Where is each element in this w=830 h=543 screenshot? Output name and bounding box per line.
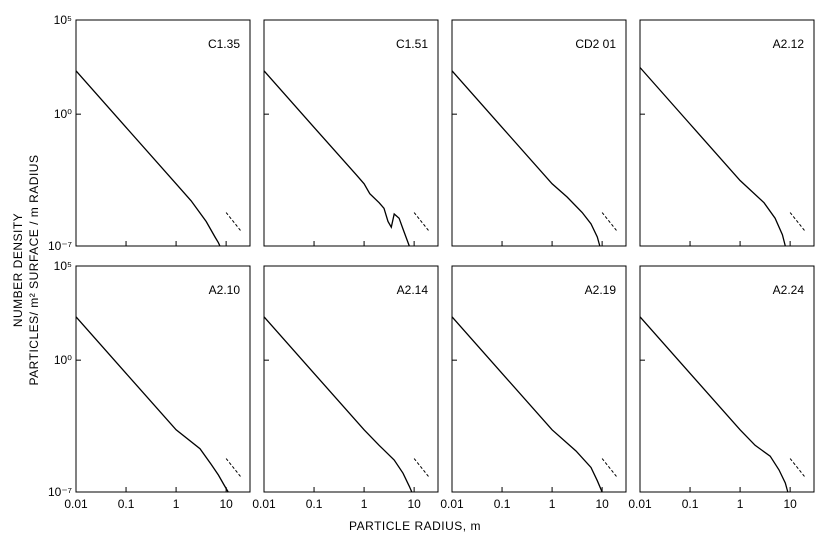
panel-title: C1.35	[208, 37, 240, 51]
x-tick-label: 0.1	[306, 497, 323, 511]
y-tick-label: 10⁰	[54, 107, 72, 121]
y-tick-label: 10⁻⁷	[48, 485, 72, 499]
x-tick-label: 0.1	[682, 497, 699, 511]
series-line	[451, 70, 601, 247]
panel-frame	[639, 265, 815, 493]
x-tick-label: 0.1	[494, 497, 511, 511]
panel-frame	[639, 19, 815, 247]
series-line	[639, 67, 786, 247]
x-tick-label: 10	[219, 497, 233, 511]
x-tick-label: 0.01	[440, 497, 464, 511]
x-tick-label: 0.01	[252, 497, 276, 511]
panel-grid: C1.35 10⁵ 10⁰ 10⁻⁷ C1.51 CD2 01 A2.12 A2.10 0.01…	[48, 13, 815, 511]
reference-line	[413, 458, 430, 478]
reference-line	[789, 212, 806, 232]
x-tick-label: 1	[549, 497, 556, 511]
x-tick-label: 10	[595, 497, 609, 511]
x-tick-label: 10	[783, 497, 797, 511]
x-tick-label: 1	[361, 497, 368, 511]
panel-frame	[75, 19, 251, 247]
y-tick-label: 10⁵	[54, 259, 72, 273]
panel-title: A2.10	[209, 283, 241, 297]
x-axis-title: PARTICLE RADIUS, m	[349, 519, 481, 533]
y-tick-label: 10⁻⁷	[48, 239, 72, 253]
panel-frame	[263, 19, 439, 247]
panel-title: C1.51	[396, 37, 428, 51]
y-axis-title-line2: PARTICLES/ m² SURFACE / m RADIUS	[27, 155, 41, 386]
reference-line	[601, 458, 618, 478]
x-tick-label: 1	[173, 497, 180, 511]
reference-line	[225, 212, 242, 232]
panel-frame	[451, 265, 627, 493]
series-line	[263, 316, 413, 493]
panel-title: A2.12	[773, 37, 805, 51]
panel-c1-35: C1.35 10⁵ 10⁰ 10⁻⁷	[48, 13, 251, 253]
panel-title: A2.24	[773, 283, 805, 297]
panel-frame	[263, 265, 439, 493]
panel-a2-14: A2.14 0.01 0.1 1 10	[252, 265, 439, 511]
series-line	[451, 316, 603, 493]
x-tick-label: 0.1	[118, 497, 135, 511]
panel-c1-51: C1.51	[263, 19, 439, 247]
y-axis-title-line1: NUMBER DENSITY	[11, 213, 25, 327]
panel-a2-12: A2.12	[639, 19, 815, 247]
panel-a2-19: A2.19 0.01 0.1 1 10	[440, 265, 627, 511]
panel-a2-24: A2.24 0.01 0.1 1 10	[628, 265, 815, 511]
x-tick-label: 0.01	[628, 497, 652, 511]
x-tick-label: 0.01	[64, 497, 88, 511]
series-line	[75, 70, 221, 247]
y-tick-label: 10⁰	[54, 353, 72, 367]
reference-line	[789, 458, 806, 478]
panel-frame	[75, 265, 251, 493]
reference-line	[601, 212, 618, 232]
panel-cd2-01: CD2 01	[451, 19, 627, 247]
panel-title: A2.14	[397, 283, 429, 297]
panel-title: CD2 01	[575, 37, 616, 51]
reference-line	[225, 458, 242, 478]
series-line	[263, 70, 410, 247]
x-tick-label: 1	[737, 497, 744, 511]
y-tick-label: 10⁵	[54, 13, 72, 27]
panel-title: A2.19	[585, 283, 617, 297]
x-tick-label: 10	[407, 497, 421, 511]
reference-line	[413, 212, 430, 232]
panel-frame	[451, 19, 627, 247]
panel-a2-10: A2.10 0.01 0.1 1 10 10⁵ 10⁰ 10⁻⁷	[48, 259, 251, 511]
y-axis-title: NUMBER DENSITY PARTICLES/ m² SURFACE / m…	[11, 155, 41, 386]
series-line	[639, 316, 789, 493]
series-line	[75, 316, 229, 493]
